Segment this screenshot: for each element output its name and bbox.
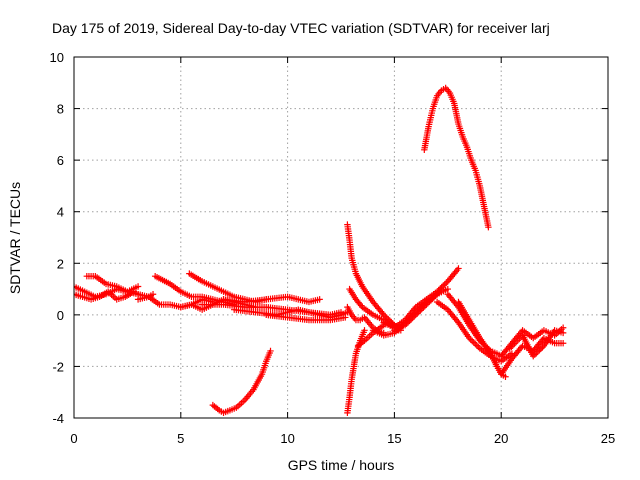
x-tick-label: 25 xyxy=(601,431,615,446)
series-track-u xyxy=(421,84,492,231)
series-track-b xyxy=(74,288,142,303)
plot-area xyxy=(74,84,567,417)
plus-marker xyxy=(502,373,509,380)
series-track-v xyxy=(433,298,516,365)
plus-marker xyxy=(427,296,435,304)
plus-marker xyxy=(401,321,409,329)
y-tick-label: 8 xyxy=(57,102,64,117)
plus-marker xyxy=(424,299,432,307)
series-track-l xyxy=(209,347,274,417)
plus-marker xyxy=(418,305,426,313)
plus-marker xyxy=(361,327,368,334)
series-track-z xyxy=(498,334,567,378)
plus-marker xyxy=(534,348,542,355)
plus-marker xyxy=(407,316,415,323)
series-track-k xyxy=(263,311,349,324)
y-tick-label: 4 xyxy=(57,205,64,220)
plus-marker xyxy=(430,293,438,301)
plus-marker xyxy=(342,314,349,321)
plot-frame xyxy=(73,56,609,419)
plus-marker xyxy=(470,339,477,346)
plus-marker xyxy=(421,302,429,310)
series-track-aa xyxy=(506,327,567,360)
y-tick-label: 2 xyxy=(57,256,64,271)
plus-marker xyxy=(441,281,448,288)
plus-marker xyxy=(411,313,418,320)
plus-marker xyxy=(443,279,450,287)
plus-marker xyxy=(475,343,482,351)
plus-marker xyxy=(438,285,445,293)
x-tick-label: 15 xyxy=(387,431,401,446)
y-tick-label: -4 xyxy=(52,411,64,426)
x-tick-label: 0 xyxy=(70,431,77,446)
y-tick-label: -2 xyxy=(52,359,64,374)
series-track-x xyxy=(455,298,509,380)
plus-marker xyxy=(531,351,538,358)
plus-marker xyxy=(316,296,323,303)
plus-marker xyxy=(465,334,473,342)
plus-marker xyxy=(559,340,567,347)
y-tick-label: 10 xyxy=(50,50,64,65)
x-tick-label: 10 xyxy=(280,431,294,446)
plus-marker xyxy=(412,311,419,319)
plus-marker xyxy=(455,265,462,272)
plus-marker xyxy=(467,336,474,343)
plus-marker xyxy=(403,320,410,327)
plus-marker xyxy=(440,282,447,289)
plus-marker xyxy=(417,307,424,314)
y-axis-label: SDTVAR / TECUs xyxy=(7,182,23,294)
plus-marker xyxy=(429,295,436,302)
plus-marker xyxy=(414,310,421,317)
plus-marker xyxy=(469,337,476,345)
plus-marker xyxy=(267,347,274,355)
plus-marker xyxy=(473,342,480,349)
x-axis-label: GPS time / hours xyxy=(288,457,395,473)
series-track-i xyxy=(220,293,323,306)
plus-marker xyxy=(404,319,412,326)
plus-marker xyxy=(485,223,492,231)
x-tick-label: 20 xyxy=(494,431,508,446)
plus-marker xyxy=(533,349,540,357)
plus-marker xyxy=(406,317,413,324)
plus-marker xyxy=(420,304,427,311)
grid xyxy=(74,57,608,418)
plus-marker xyxy=(149,291,157,298)
data-marks xyxy=(74,84,567,417)
series-track-t xyxy=(391,285,445,334)
x-tick-label: 5 xyxy=(177,431,184,446)
plus-marker xyxy=(134,283,142,290)
plus-marker xyxy=(536,347,543,354)
plus-marker xyxy=(472,340,479,348)
plus-marker xyxy=(409,314,416,322)
plus-marker xyxy=(537,345,545,352)
plus-marker xyxy=(559,329,567,337)
plus-marker xyxy=(530,352,537,360)
plus-marker xyxy=(426,298,433,305)
chart-title: Day 175 of 2019, Sidereal Day-to-day VTE… xyxy=(52,20,550,36)
y-tick-label: 6 xyxy=(57,153,64,168)
plus-marker xyxy=(415,308,423,316)
plus-marker xyxy=(432,292,439,299)
y-tick-label: 0 xyxy=(57,308,64,323)
axis-ticks: 0 5 10 15 20 25 -4 -2 0 2 4 6 8 10 xyxy=(50,50,616,446)
plus-marker xyxy=(423,301,430,308)
